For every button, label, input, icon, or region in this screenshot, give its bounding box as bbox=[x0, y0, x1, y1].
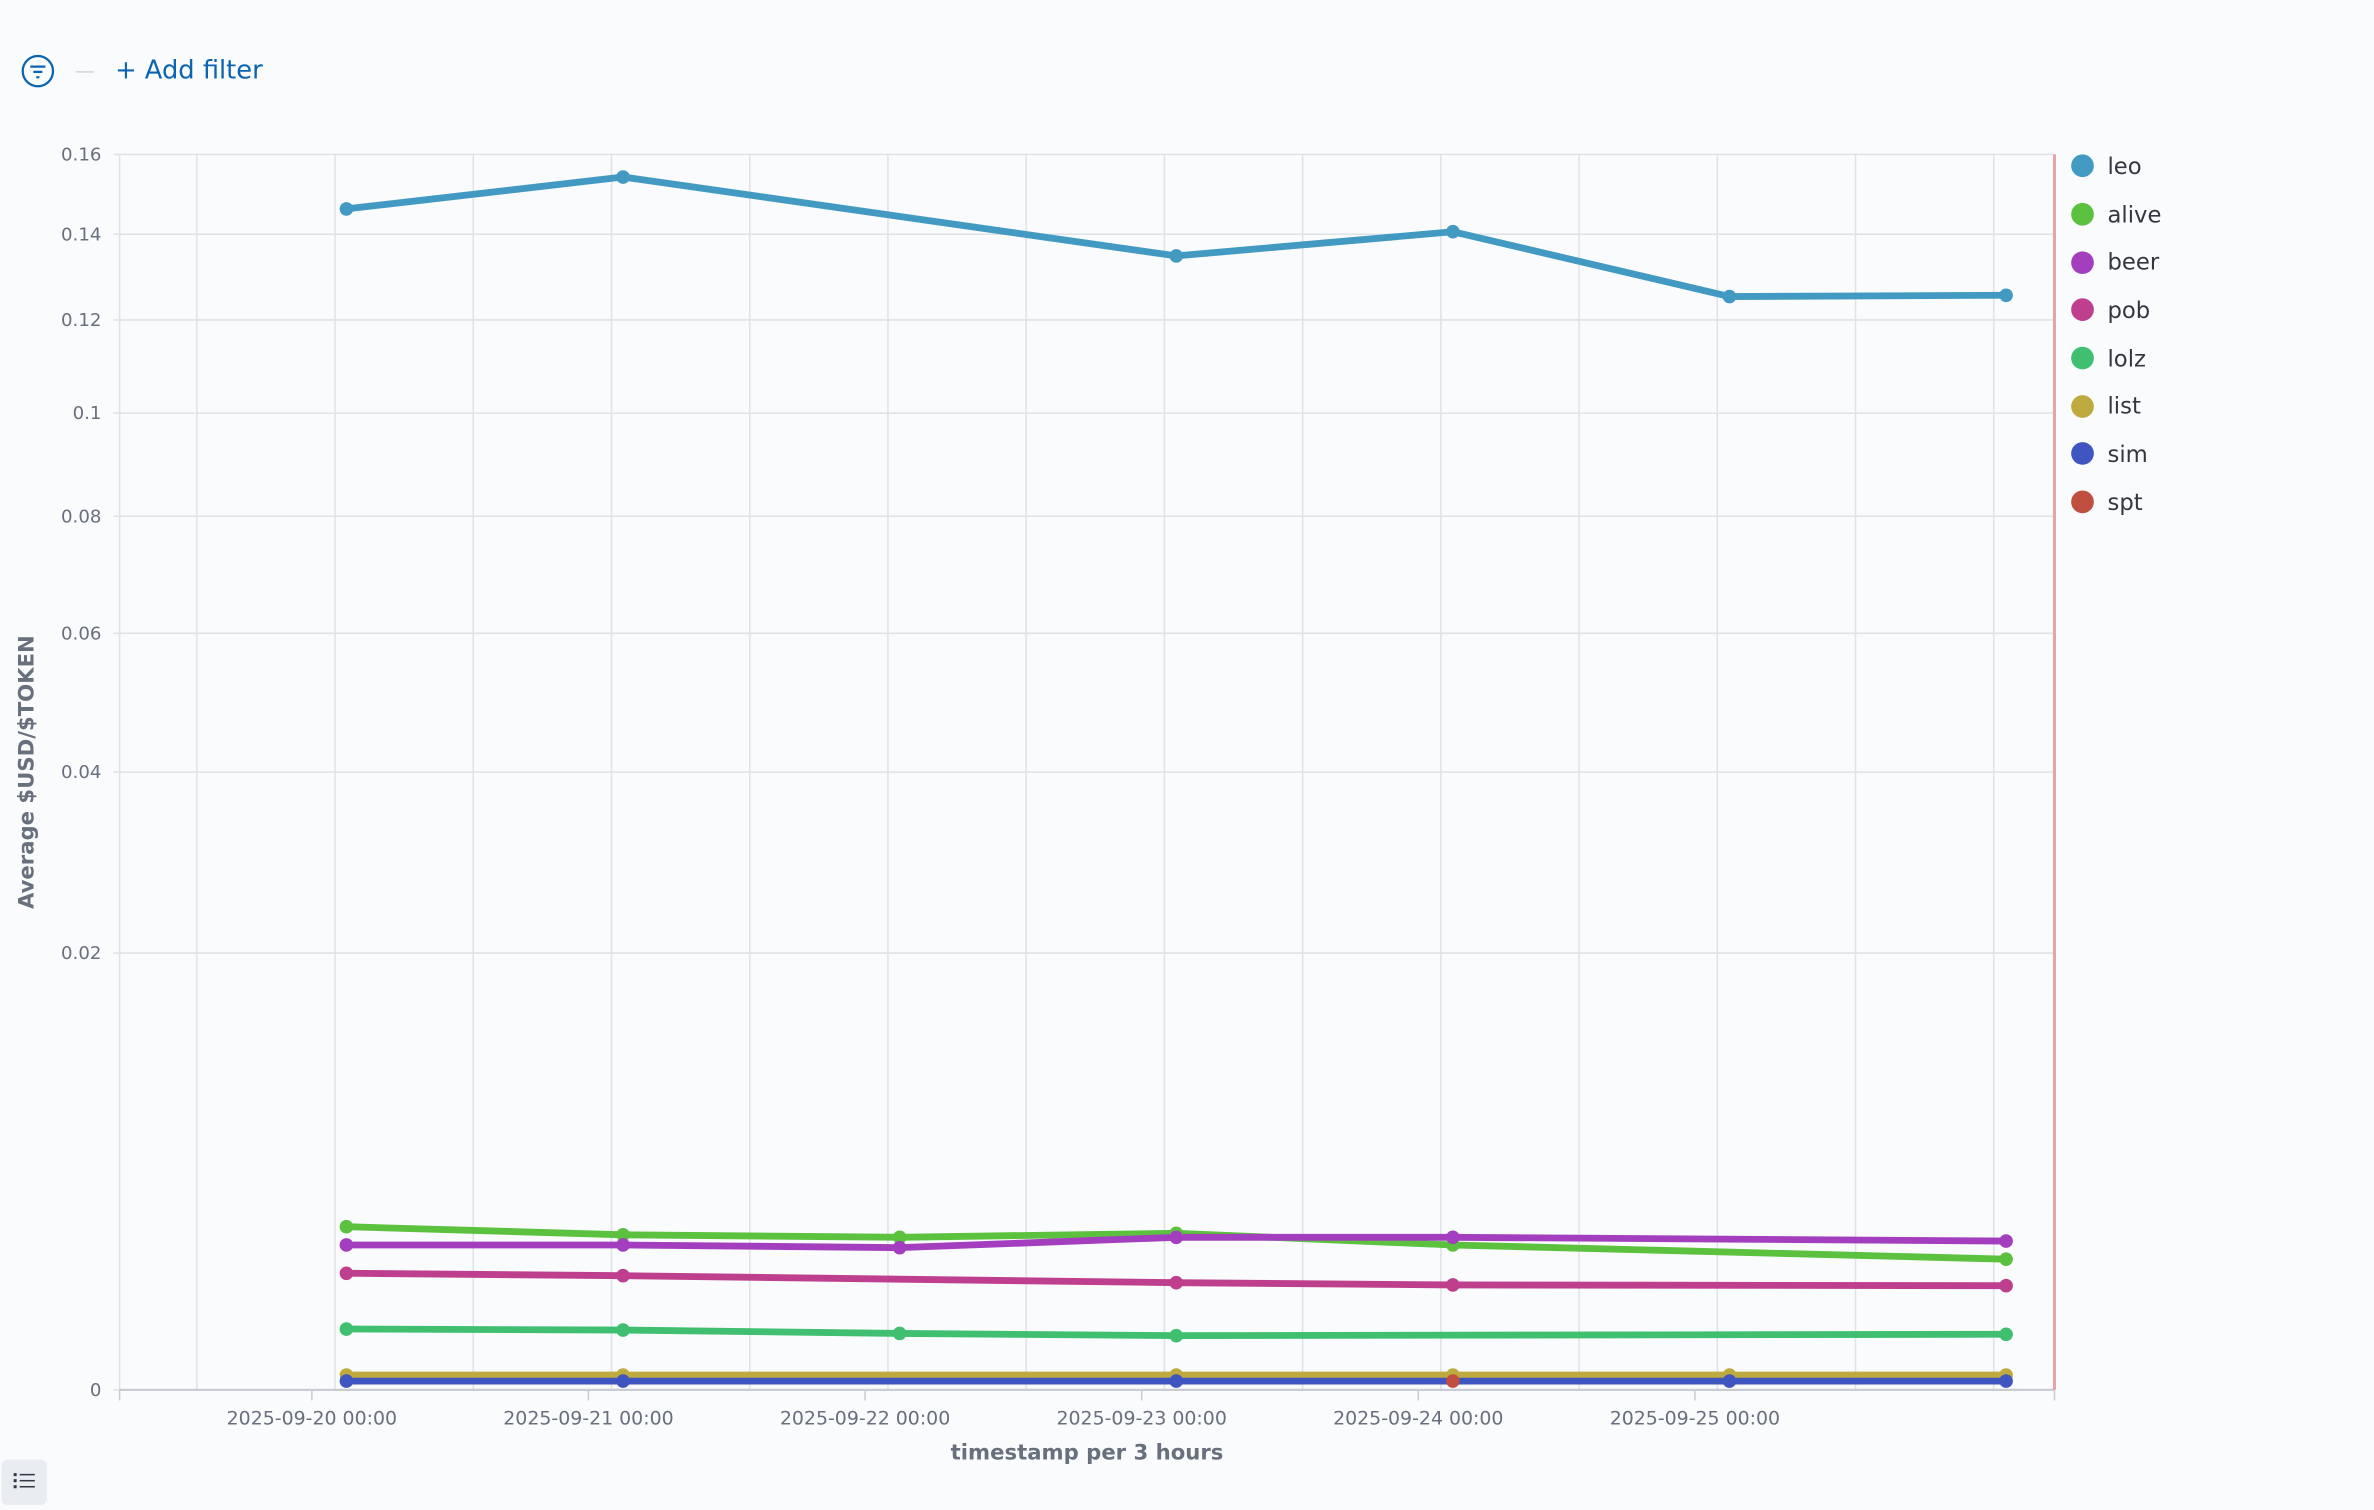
data-point-sim[interactable] bbox=[616, 1374, 630, 1388]
x-tick-label: 2025-09-24 00:00 bbox=[1333, 1408, 1503, 1430]
data-point-beer[interactable] bbox=[892, 1240, 907, 1255]
data-point-leo[interactable] bbox=[1722, 289, 1737, 304]
legend: leo alive beer pob lolz list sim spt bbox=[2071, 142, 2161, 526]
legend-label: spt bbox=[2107, 488, 2143, 516]
y-tick-label: 0.16 bbox=[61, 144, 101, 165]
filter-icon[interactable] bbox=[21, 54, 55, 88]
data-point-leo[interactable] bbox=[1446, 224, 1460, 239]
y-tick-label: 0.02 bbox=[61, 943, 101, 964]
legend-item-spt[interactable]: spt bbox=[2071, 478, 2161, 526]
legend-label: alive bbox=[2107, 200, 2162, 228]
legend-item-leo[interactable]: leo bbox=[2071, 142, 2161, 190]
legend-item-alive[interactable]: alive bbox=[2071, 190, 2161, 238]
legend-color-icon bbox=[2071, 442, 2094, 466]
data-point-pob[interactable] bbox=[1169, 1275, 1184, 1290]
data-point-pob[interactable] bbox=[616, 1268, 630, 1283]
data-point-beer[interactable] bbox=[1999, 1234, 2013, 1248]
data-point-lolz[interactable] bbox=[616, 1323, 630, 1337]
data-point-leo[interactable] bbox=[339, 202, 354, 216]
y-tick-label: 0.08 bbox=[61, 506, 101, 527]
y-axis-label: Average $USD/$TOKEN bbox=[13, 635, 38, 909]
data-point-alive[interactable] bbox=[616, 1227, 630, 1242]
legend-item-pob[interactable]: pob bbox=[2071, 286, 2161, 334]
x-axis-label: timestamp per 3 hours bbox=[951, 1439, 1224, 1464]
data-point-sim[interactable] bbox=[1722, 1374, 1737, 1388]
legend-color-icon bbox=[2071, 154, 2094, 178]
data-point-beer[interactable] bbox=[1446, 1230, 1460, 1245]
legend-color-icon bbox=[2071, 298, 2094, 322]
series-line-leo bbox=[346, 173, 2007, 300]
legend-item-lolz[interactable]: lolz bbox=[2071, 334, 2161, 382]
y-tick-label: 0.14 bbox=[61, 224, 101, 245]
legend-color-icon bbox=[2071, 490, 2094, 514]
data-point-leo[interactable] bbox=[1169, 249, 1184, 263]
list-icon bbox=[13, 1473, 35, 1489]
series-line-beer bbox=[346, 1233, 2007, 1252]
data-point-pob[interactable] bbox=[1999, 1278, 2013, 1293]
data-point-alive[interactable] bbox=[1999, 1252, 2013, 1266]
data-point-sim[interactable] bbox=[1999, 1374, 2013, 1388]
legend-toggle-button[interactable] bbox=[1, 1459, 47, 1505]
data-point-beer[interactable] bbox=[616, 1238, 630, 1252]
legend-color-icon bbox=[2071, 346, 2094, 370]
data-point-alive[interactable] bbox=[339, 1219, 354, 1234]
series-line-alive bbox=[346, 1223, 2007, 1263]
data-point-leo[interactable] bbox=[1999, 288, 2013, 303]
data-point-pob[interactable] bbox=[339, 1266, 354, 1281]
legend-item-sim[interactable]: sim bbox=[2071, 430, 2161, 478]
data-point-sim[interactable] bbox=[339, 1374, 354, 1388]
legend-label: beer bbox=[2107, 248, 2160, 276]
separator bbox=[75, 70, 94, 72]
legend-label: sim bbox=[2107, 440, 2148, 468]
legend-label: leo bbox=[2107, 152, 2142, 180]
x-tick-label: 2025-09-23 00:00 bbox=[1056, 1408, 1226, 1430]
y-tick-label: 0.1 bbox=[73, 403, 102, 424]
data-point-lolz[interactable] bbox=[892, 1326, 907, 1341]
data-point-sim[interactable] bbox=[1169, 1374, 1184, 1388]
x-tick-label: 2025-09-20 00:00 bbox=[227, 1408, 397, 1430]
legend-color-icon bbox=[2071, 394, 2094, 418]
legend-label: list bbox=[2107, 392, 2141, 420]
axes: 0 0.02 0.04 0.06 0.08 0.1 0.12 0.14 0.16 2025-09-… bbox=[61, 144, 2057, 1430]
data-point-lolz[interactable] bbox=[1169, 1328, 1184, 1343]
y-tick-label: 0.04 bbox=[61, 762, 101, 783]
y-tick-label: 0.12 bbox=[61, 310, 101, 331]
legend-label: pob bbox=[2107, 296, 2151, 324]
series-points bbox=[339, 170, 2013, 1388]
data-point-alive[interactable] bbox=[892, 1230, 907, 1245]
legend-color-icon bbox=[2071, 202, 2094, 226]
y-tick-label: 0 bbox=[90, 1380, 102, 1401]
data-point-beer[interactable] bbox=[339, 1238, 354, 1252]
data-point-spt[interactable] bbox=[1446, 1374, 1460, 1388]
legend-label: lolz bbox=[2107, 344, 2146, 372]
x-tick-label: 2025-09-22 00:00 bbox=[780, 1408, 950, 1430]
legend-color-icon bbox=[2071, 250, 2094, 274]
data-point-pob[interactable] bbox=[1446, 1278, 1460, 1292]
legend-item-list[interactable]: list bbox=[2071, 382, 2161, 430]
x-tick-label: 2025-09-21 00:00 bbox=[503, 1408, 673, 1430]
data-point-leo[interactable] bbox=[616, 170, 630, 184]
data-point-lolz[interactable] bbox=[1999, 1327, 2013, 1342]
legend-item-beer[interactable]: beer bbox=[2071, 238, 2161, 286]
add-filter-button[interactable]: + Add filter bbox=[115, 56, 263, 87]
data-point-lolz[interactable] bbox=[339, 1322, 354, 1336]
data-point-beer[interactable] bbox=[1169, 1230, 1184, 1245]
y-tick-label: 0.06 bbox=[61, 623, 101, 644]
x-tick-label: 2025-09-25 00:00 bbox=[1610, 1408, 1780, 1430]
filter-bar: + Add filter bbox=[21, 54, 263, 88]
series-lines bbox=[346, 173, 2007, 1385]
grid bbox=[113, 153, 2055, 1391]
